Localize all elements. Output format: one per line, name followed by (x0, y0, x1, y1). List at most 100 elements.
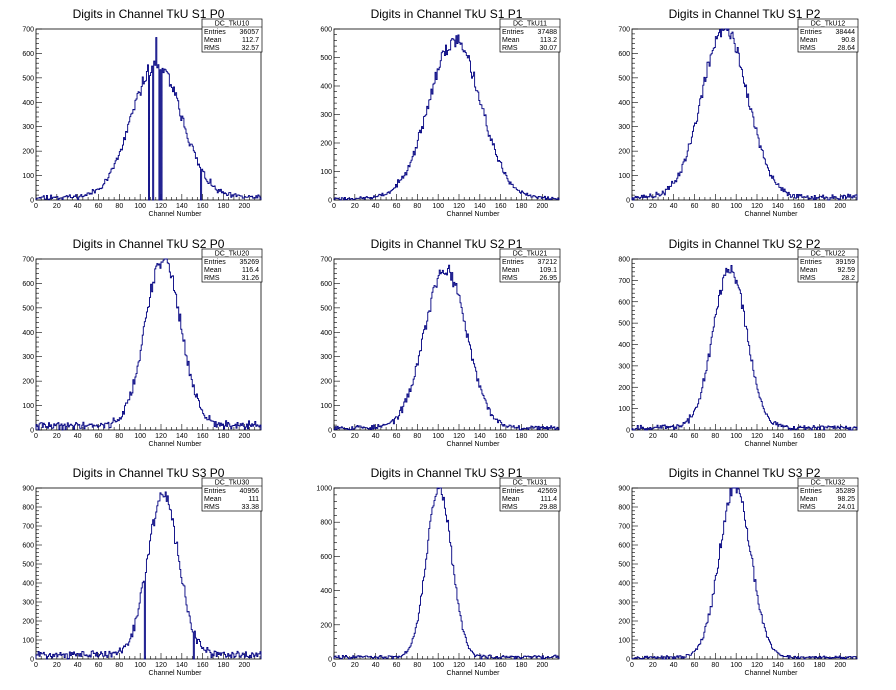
histogram-panel-8: Digits in Channel TkU S3 P10200400600800… (316, 466, 561, 677)
x-tick-label: 120 (453, 662, 465, 669)
stats-label-mean: Mean (502, 496, 520, 503)
y-tick-label: 100 (22, 638, 34, 645)
x-tick-label: 120 (751, 662, 763, 669)
x-tick-label: 140 (474, 433, 486, 440)
x-axis-label: Channel Number (745, 670, 799, 677)
x-tick-label: 40 (372, 433, 380, 440)
x-axis-label: Channel Number (447, 211, 501, 218)
stats-box-frame (797, 477, 859, 512)
y-tick-label: 400 (618, 100, 630, 107)
y-tick-label: 500 (22, 75, 34, 82)
stats-box-frame (797, 18, 859, 53)
x-tick-label: 0 (630, 662, 634, 669)
x-tick-label: 80 (115, 433, 123, 440)
stats-title: DC_TkU22 (811, 251, 846, 258)
stats-value-mean: 111.4 (541, 496, 558, 503)
histogram-panel-3: Digits in Channel TkU S1 P2 0 100 200 300 400… (618, 7, 859, 218)
y-tick-label: 0 (30, 198, 34, 205)
histogram-panel-5: Digits in Channel TkU S2 P10100200300400… (320, 237, 561, 448)
x-tick-label: 180 (218, 203, 230, 210)
stats-title: DC_TkU21 (513, 251, 548, 258)
stats-value-entries: 40956 (240, 488, 260, 495)
x-tick-label: 200 (834, 662, 846, 669)
x-tick-label: 180 (516, 433, 528, 440)
x-tick-label: 140 (176, 203, 188, 210)
y-tick-label: 100 (618, 173, 630, 180)
x-tick-label: 140 (772, 203, 784, 210)
stats-label-entries: Entries (800, 29, 822, 36)
x-tick-label: 80 (413, 662, 421, 669)
x-tick-label: 160 (793, 433, 805, 440)
y-tick-label: 400 (320, 330, 332, 337)
y-tick-label: 400 (320, 588, 332, 595)
stats-label-mean: Mean (502, 267, 520, 274)
x-tick-label: 180 (814, 662, 826, 669)
x-tick-label: 60 (393, 203, 401, 210)
x-tick-label: 160 (197, 662, 209, 669)
stats-label-mean: Mean (204, 267, 222, 274)
x-tick-label: 180 (516, 203, 528, 210)
stats-value-mean: 109.1 (539, 267, 557, 274)
x-tick-label: 20 (351, 662, 359, 669)
stats-title: DC_TkU20 (215, 251, 250, 258)
x-tick-label: 40 (372, 662, 380, 669)
stats-label-rms: RMS (502, 45, 518, 52)
y-tick-label: 400 (618, 581, 630, 588)
stats-value-mean: 112.7 (242, 37, 259, 44)
y-tick-label: 200 (618, 149, 630, 156)
y-tick-label: 600 (618, 299, 630, 306)
y-tick-label: 200 (22, 619, 34, 626)
stats-value-entries: 35269 (240, 259, 260, 266)
y-tick-label: 0 (626, 198, 630, 205)
chart-title: Digits in Channel TkU S1 P2 (669, 7, 821, 21)
chart-title: Digits in Channel TkU S2 P2 (669, 237, 821, 251)
x-tick-label: 120 (751, 433, 763, 440)
y-tick-label: 700 (618, 278, 630, 285)
y-tick-label: 300 (22, 354, 34, 361)
x-tick-label: 200 (834, 433, 846, 440)
x-tick-label: 100 (432, 433, 444, 440)
y-tick-label: 300 (320, 112, 332, 119)
y-tick-label: 500 (618, 75, 630, 82)
y-tick-label: 200 (22, 379, 34, 386)
y-tick-label: 700 (22, 524, 34, 531)
y-tick-label: 300 (618, 363, 630, 370)
y-tick-label: 0 (626, 657, 630, 664)
stats-value-mean: 98.25 (837, 496, 855, 503)
x-axis-label: Channel Number (745, 441, 799, 448)
stats-value-entries: 39159 (836, 259, 856, 266)
plot-frame (631, 258, 858, 431)
x-axis-label: Channel Number (447, 441, 501, 448)
histogram-series (35, 258, 262, 431)
stats-box-frame (499, 248, 561, 283)
x-tick-label: 80 (115, 662, 123, 669)
stats-title: DC_TkU32 (811, 480, 846, 487)
stats-value-entries: 37488 (538, 29, 558, 36)
plot-frame (35, 487, 262, 660)
stats-value-mean: 111 (248, 496, 259, 503)
y-tick-label: 100 (618, 638, 630, 645)
y-tick-label: 100 (618, 406, 630, 413)
y-tick-label: 400 (618, 342, 630, 349)
x-tick-label: 180 (814, 203, 826, 210)
x-tick-label: 60 (95, 203, 103, 210)
x-tick-label: 100 (134, 203, 146, 210)
x-tick-label: 0 (34, 203, 38, 210)
x-tick-label: 60 (691, 433, 699, 440)
histogram-panel-6: Digits in Channel TkU S2 P2 0 100 200 300 400… (618, 237, 859, 448)
chart-title: Digits in Channel TkU S3 P0 (73, 466, 225, 480)
chart-title: Digits in Channel TkU S1 P1 (371, 7, 523, 21)
x-tick-label: 200 (536, 433, 548, 440)
x-tick-label: 20 (351, 203, 359, 210)
x-tick-label: 20 (649, 662, 657, 669)
y-tick-label: 100 (22, 403, 34, 410)
y-tick-label: 600 (618, 543, 630, 550)
x-tick-label: 0 (630, 433, 634, 440)
y-tick-label: 700 (320, 257, 332, 264)
y-tick-label: 300 (618, 124, 630, 131)
x-tick-label: 60 (393, 662, 401, 669)
x-tick-label: 120 (453, 203, 465, 210)
